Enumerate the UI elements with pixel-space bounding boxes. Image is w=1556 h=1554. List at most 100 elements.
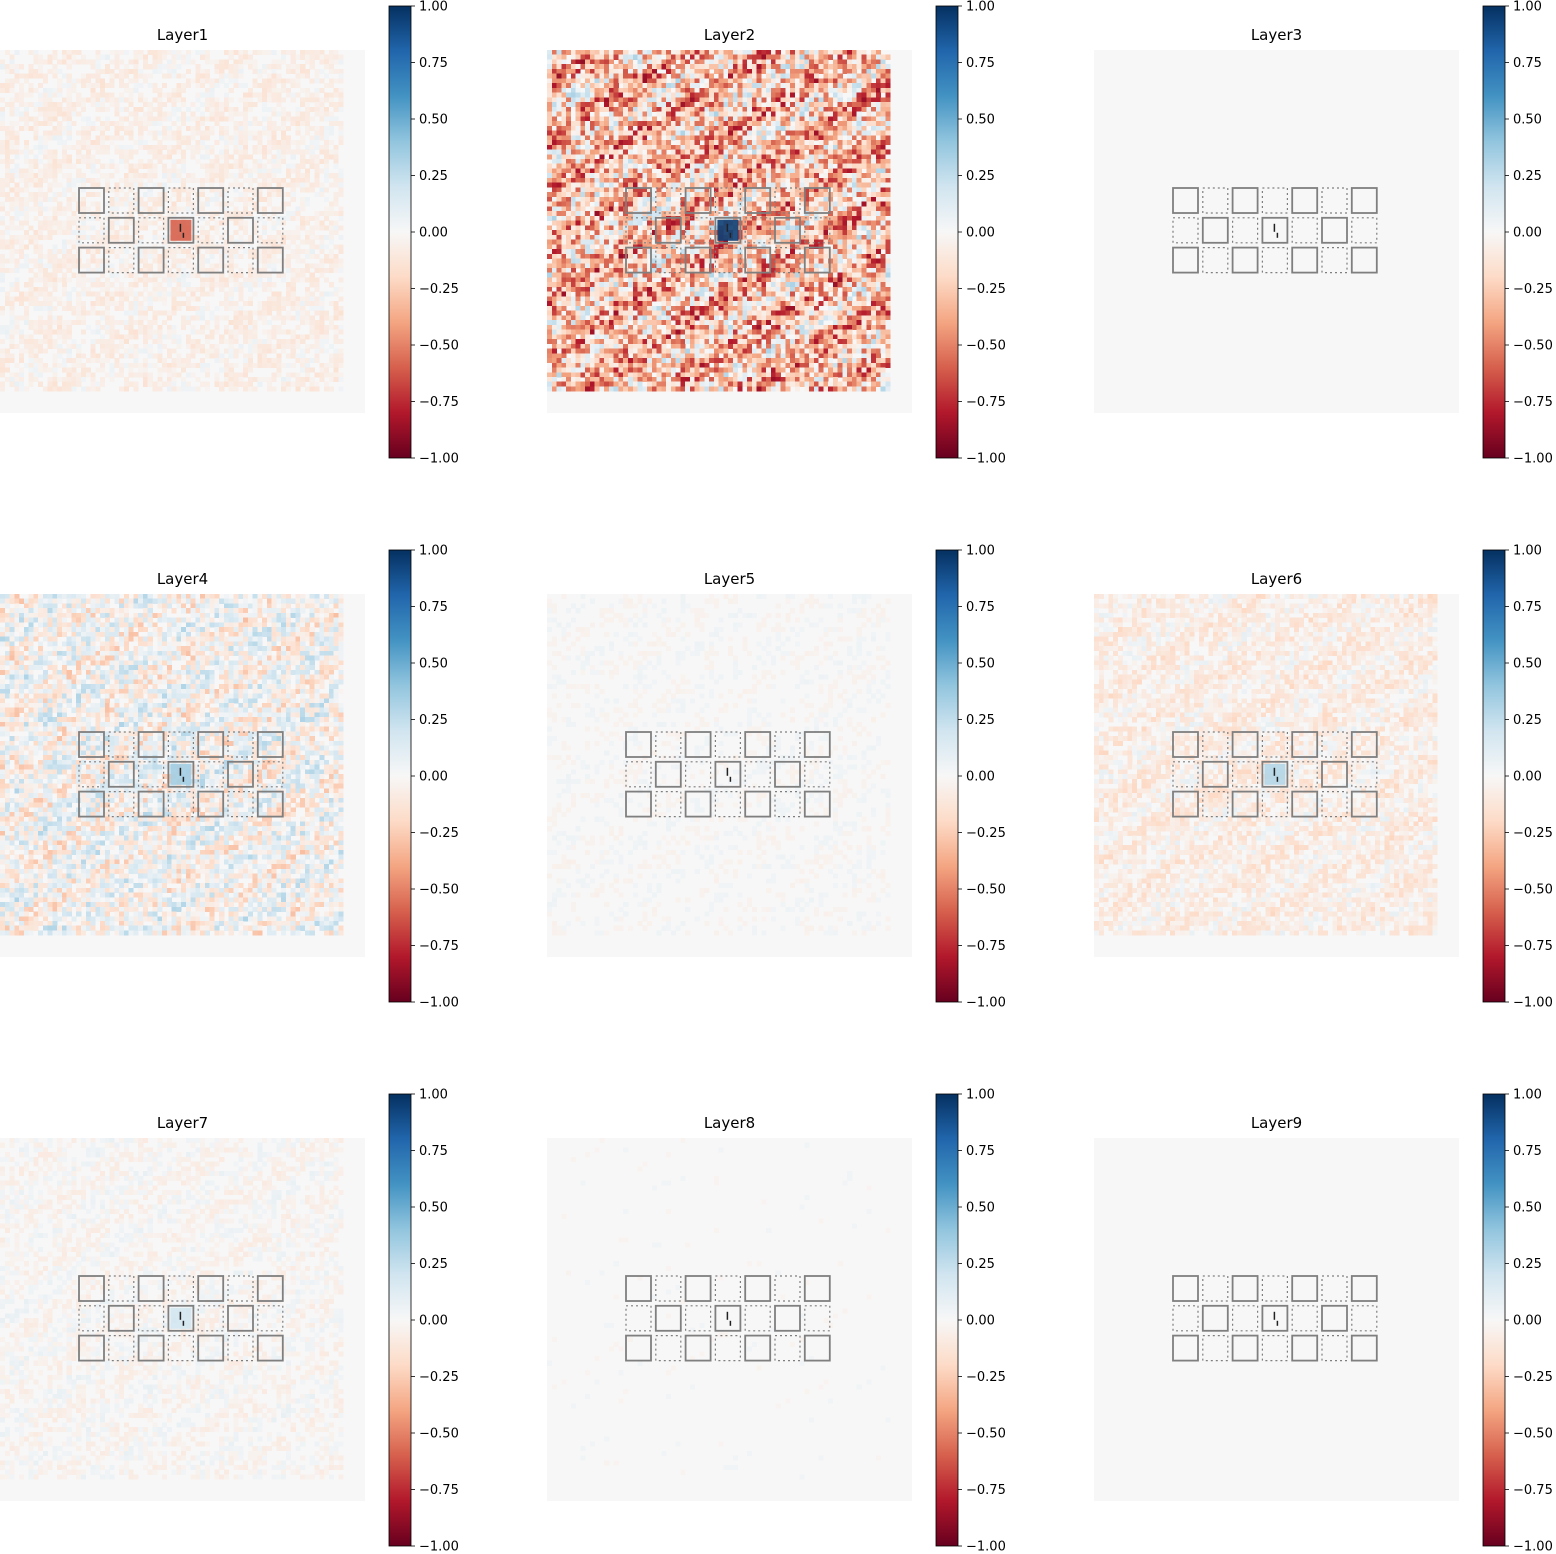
heatmap-cell xyxy=(718,59,724,65)
heatmap-cell xyxy=(680,50,686,56)
heatmap-cell xyxy=(157,339,163,345)
heatmap-cell xyxy=(28,73,34,79)
heatmap-cell xyxy=(804,97,810,103)
heatmap-cell xyxy=(837,125,843,131)
heatmap-cell xyxy=(766,92,772,98)
heatmap-cell xyxy=(751,111,757,117)
heatmap-cell xyxy=(304,377,311,383)
heatmap-cell xyxy=(276,64,282,70)
heatmap-cell xyxy=(262,362,268,368)
heatmap-cell xyxy=(204,362,210,368)
heatmap-cell xyxy=(780,144,786,150)
heatmap-cell xyxy=(570,140,576,146)
heatmap-cell xyxy=(162,334,168,340)
heatmap-cell xyxy=(319,78,325,84)
heatmap-cell xyxy=(333,54,339,60)
heatmap-cell xyxy=(328,249,334,255)
heatmap-cell xyxy=(732,135,738,141)
heatmap-cell xyxy=(804,64,810,70)
heatmap-cell xyxy=(95,201,101,207)
heatmap-cell xyxy=(314,268,320,274)
heatmap-cell xyxy=(61,329,68,335)
heatmap-cell xyxy=(42,144,48,150)
heatmap-cell xyxy=(57,78,63,84)
heatmap-cell xyxy=(157,54,163,60)
heatmap-cell xyxy=(666,111,672,117)
heatmap-cell xyxy=(699,54,705,60)
heatmap-cell xyxy=(47,121,53,127)
heatmap-cell xyxy=(713,97,719,103)
heatmap-cell xyxy=(338,187,344,193)
heatmap-cell xyxy=(276,358,282,364)
heatmap-cell xyxy=(162,130,168,136)
heatmap-cell xyxy=(61,225,68,231)
heatmap-cell xyxy=(799,121,805,127)
heatmap-cell xyxy=(871,135,877,141)
heatmap-cell xyxy=(685,121,691,127)
heatmap-cell xyxy=(566,106,572,112)
heatmap-cell xyxy=(866,78,872,84)
heatmap-cell xyxy=(751,64,757,70)
heatmap-cell xyxy=(133,253,139,259)
heatmap-cell xyxy=(28,301,34,307)
heatmap-cell xyxy=(76,381,82,387)
heatmap-cell xyxy=(233,286,239,292)
heatmap-cell xyxy=(238,381,244,387)
heatmap-cell xyxy=(319,329,325,335)
heatmap-cell xyxy=(319,296,325,302)
heatmap-cell xyxy=(152,121,158,127)
heatmap-cell xyxy=(309,182,315,188)
heatmap-cell xyxy=(566,68,572,74)
heatmap-cell xyxy=(162,163,168,169)
heatmap-cell xyxy=(109,315,115,321)
heatmap-cell xyxy=(266,263,272,269)
heatmap-cell xyxy=(262,68,268,74)
heatmap-cell xyxy=(47,315,53,321)
heatmap-cell xyxy=(166,253,172,259)
heatmap-cell xyxy=(76,343,82,349)
heatmap-cell xyxy=(33,320,39,326)
heatmap-cell xyxy=(319,324,325,330)
heatmap-cell xyxy=(171,192,177,198)
heatmap-cell xyxy=(233,230,239,236)
heatmap-cell xyxy=(585,144,591,150)
heatmap-cell xyxy=(33,121,39,127)
heatmap-cell xyxy=(128,173,134,179)
heatmap-cell xyxy=(190,324,196,330)
heatmap-cell xyxy=(100,272,106,278)
heatmap-cell xyxy=(147,206,153,212)
heatmap-cell xyxy=(223,230,230,236)
heatmap-cell xyxy=(661,59,667,65)
heatmap-cell xyxy=(842,140,848,146)
heatmap-cell xyxy=(266,125,272,131)
heatmap-cell xyxy=(880,54,886,60)
heatmap-cell xyxy=(328,220,334,226)
heatmap-cell xyxy=(324,64,330,70)
heatmap-cell xyxy=(785,83,791,89)
heatmap-cell xyxy=(628,125,634,131)
heatmap-cell xyxy=(561,54,567,60)
heatmap-cell xyxy=(713,102,719,108)
heatmap-cell xyxy=(875,78,881,84)
heatmap-cell xyxy=(556,50,562,56)
heatmap-cell xyxy=(123,163,129,169)
heatmap-cell xyxy=(85,78,91,84)
heatmap-cell xyxy=(266,348,272,354)
heatmap-cell xyxy=(547,130,553,136)
heatmap-cell xyxy=(566,135,572,141)
heatmap-cell xyxy=(575,50,581,56)
heatmap-cell xyxy=(114,201,120,207)
heatmap-cell xyxy=(262,230,268,236)
heatmap-cell xyxy=(875,149,881,155)
heatmap-cell xyxy=(790,92,796,98)
heatmap-cell xyxy=(123,68,129,74)
heatmap-cell xyxy=(847,130,853,136)
heatmap-cell xyxy=(66,111,72,117)
heatmap-cell xyxy=(262,144,268,150)
heatmap-cell xyxy=(190,329,196,335)
heatmap-cell xyxy=(223,348,230,354)
heatmap-cell xyxy=(290,296,296,302)
heatmap-cell xyxy=(133,301,139,307)
heatmap-cell xyxy=(9,315,15,321)
heatmap-cell xyxy=(47,301,53,307)
